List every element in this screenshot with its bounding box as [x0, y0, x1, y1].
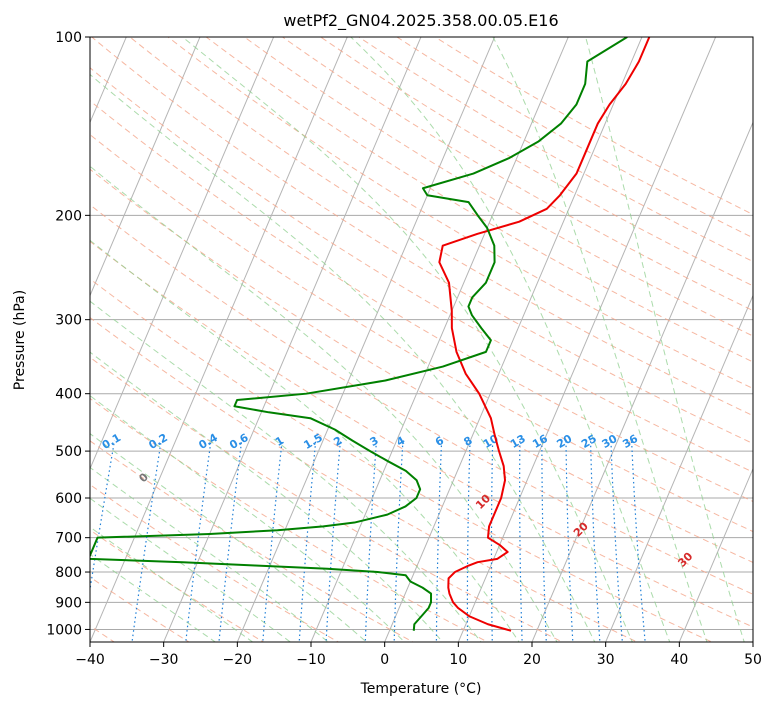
y-tick-label: 400 — [55, 387, 82, 403]
x-tick-label: −20 — [223, 652, 253, 668]
dry-adiabat-line — [90, 529, 265, 642]
dry-adiabat-line — [90, 440, 414, 642]
moist-adiabat-line — [585, 37, 745, 642]
x-tick-label: 40 — [670, 652, 688, 668]
y-tick-label: 600 — [55, 491, 82, 507]
isotherm-line — [90, 37, 275, 471]
y-tick-label: 1000 — [46, 622, 82, 638]
dry-adiabat-line — [396, 37, 753, 239]
y-tick-label: 800 — [55, 565, 82, 581]
dry-adiabat-line — [90, 316, 639, 642]
x-tick-label: −30 — [149, 652, 179, 668]
moist-adiabat-line — [90, 300, 482, 642]
x-tick-label: −10 — [296, 652, 326, 668]
dry-adiabat-line — [357, 37, 753, 263]
plot-frame — [89, 36, 754, 643]
dry-adiabat-line — [90, 240, 753, 628]
isotherm-line — [236, 37, 496, 642]
moist-adiabat-line — [90, 351, 444, 642]
dry-adiabat-line — [90, 356, 564, 642]
moist-adiabat-line — [90, 239, 520, 642]
moist-adiabat-line — [181, 37, 633, 642]
axes: −40 −30 −20 −10 0 10 20 30 40 50 100 200 300 400 500 60… — [46, 30, 762, 668]
y-tick-label: 100 — [55, 30, 82, 46]
x-axis-title: Temperature (°C) — [360, 681, 482, 697]
y-tick-label: 200 — [55, 208, 82, 224]
y-tick-label: 900 — [55, 595, 82, 611]
isotherm-line — [605, 294, 753, 642]
dry-adiabat-line — [90, 133, 753, 533]
temperature-profile-line — [438, 37, 651, 632]
dry-adiabat-line — [434, 37, 753, 216]
isotherm-line — [678, 467, 753, 642]
isotherm-line — [90, 37, 201, 297]
isotherm-line — [384, 37, 643, 642]
moist-adiabat-line — [492, 37, 708, 642]
isotherm-line — [90, 37, 348, 642]
dry-adiabat-line — [129, 37, 753, 417]
x-tick-label: 0 — [380, 652, 389, 668]
chart-title: wetPf2_GN04.2025.358.00.05.E16 — [283, 11, 558, 31]
y-tick-label: 300 — [55, 313, 82, 329]
moist-adiabat-line — [350, 37, 671, 642]
x-tick-label: 30 — [597, 652, 615, 668]
x-tick-label: −40 — [75, 652, 105, 668]
moist-adiabat-line — [90, 553, 217, 642]
dry-adiabat-line — [90, 278, 713, 642]
dewpoint-profile-line — [90, 37, 628, 631]
isotherm-line — [310, 37, 569, 642]
dry-adiabat-line — [90, 67, 753, 473]
moist-adiabat-line — [90, 433, 368, 642]
isotherm-line — [90, 37, 127, 124]
x-tick-label: 50 — [744, 652, 762, 668]
moist-adiabat-line — [90, 526, 254, 642]
dry-adiabat-line — [90, 37, 753, 445]
moist-adiabat-line — [90, 165, 558, 642]
mixing-ratio-line — [90, 440, 116, 594]
dry-adiabat-line — [90, 168, 753, 564]
isotherm-line — [531, 121, 753, 642]
dry-adiabat-line — [90, 397, 489, 642]
x-tick-label: 10 — [449, 652, 467, 668]
moist-adiabat-line — [90, 497, 292, 642]
isotherm-line — [163, 37, 422, 642]
y-tick-label: 700 — [55, 531, 82, 547]
x-tick-label: 20 — [523, 652, 541, 668]
y-tick-label: 500 — [55, 444, 82, 460]
dry-adiabat-line — [90, 100, 753, 502]
moist-adiabat-line — [90, 466, 329, 642]
dry-adiabat-line — [167, 37, 753, 390]
dry-adiabat-line — [90, 204, 753, 595]
y-axis-title: Pressure (hPa) — [12, 290, 28, 390]
